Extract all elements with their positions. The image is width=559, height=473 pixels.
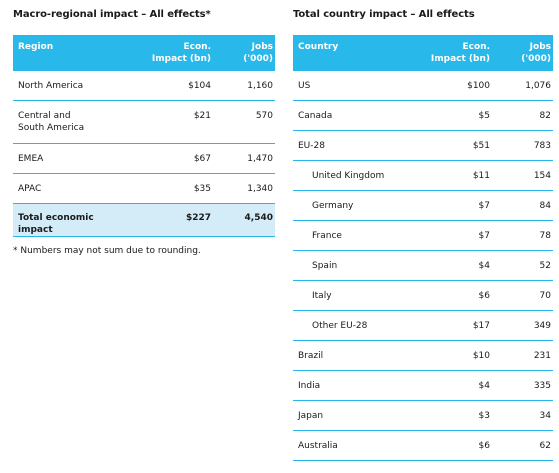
econ-impact-cell: $5 bbox=[408, 100, 494, 131]
table-row: EMEA $67 1,470 bbox=[13, 143, 275, 174]
econ-impact-cell: $21 bbox=[131, 100, 215, 144]
table-row: Spain $4 52 bbox=[293, 250, 553, 281]
macro-regional-title: Macro-regional impact – All effects* bbox=[13, 9, 211, 20]
jobs-cell: 349 bbox=[494, 310, 553, 341]
country-cell: Other EU-28 bbox=[293, 310, 408, 341]
total-econ-impact: $227 bbox=[131, 203, 215, 237]
econ-impact-cell: $7 bbox=[408, 190, 494, 221]
region-cell: APAC bbox=[13, 173, 131, 204]
jobs-cell: 1,160 bbox=[215, 71, 275, 101]
table-row: Brazil $10 231 bbox=[293, 340, 553, 371]
jobs-cell: 70 bbox=[494, 280, 553, 311]
column-header-econ-impact: Econ. Impact (bn) bbox=[408, 35, 494, 71]
jobs-cell: 82 bbox=[494, 100, 553, 131]
total-label: Total economic impact bbox=[13, 203, 131, 237]
country-cell: EU-28 bbox=[293, 130, 408, 161]
econ-impact-cell: $11 bbox=[408, 160, 494, 191]
table-row: Italy $6 70 bbox=[293, 280, 553, 311]
column-header-econ-impact: Econ. Impact (bn) bbox=[131, 35, 215, 71]
jobs-cell: 154 bbox=[494, 160, 553, 191]
econ-impact-cell: $10 bbox=[408, 340, 494, 371]
table-row: EU-28 $51 783 bbox=[293, 130, 553, 161]
column-header-jobs: Jobs ('000) bbox=[494, 35, 553, 71]
table-row: India $4 335 bbox=[293, 370, 553, 401]
econ-impact-cell: $3 bbox=[408, 400, 494, 431]
jobs-cell: 1,076 bbox=[494, 71, 553, 101]
country-cell: United Kingdom bbox=[293, 160, 408, 191]
macro-regional-table: Region Econ. Impact (bn) Jobs ('000) North… bbox=[13, 35, 275, 237]
table-row: North America $104 1,160 bbox=[13, 71, 275, 101]
table-header-row: Country Econ. Impact (bn) Jobs ('000) bbox=[293, 35, 553, 71]
jobs-cell: 52 bbox=[494, 250, 553, 281]
country-cell: Brazil bbox=[293, 340, 408, 371]
jobs-cell: 570 bbox=[215, 100, 275, 144]
column-header-country: Country bbox=[293, 35, 408, 71]
econ-impact-cell: $35 bbox=[131, 173, 215, 204]
econ-impact-cell: $51 bbox=[408, 130, 494, 161]
country-cell: Germany bbox=[293, 190, 408, 221]
table-row: Australia $6 62 bbox=[293, 430, 553, 461]
table-row: Central and South America $21 570 bbox=[13, 100, 275, 144]
jobs-cell: 1,470 bbox=[215, 143, 275, 174]
table-row: Germany $7 84 bbox=[293, 190, 553, 221]
econ-impact-cell: $4 bbox=[408, 370, 494, 401]
country-cell: US bbox=[293, 71, 408, 101]
country-cell: Japan bbox=[293, 400, 408, 431]
country-cell: Canada bbox=[293, 100, 408, 131]
econ-impact-cell: $104 bbox=[131, 71, 215, 101]
econ-impact-cell: $67 bbox=[131, 143, 215, 174]
econ-impact-cell: $7 bbox=[408, 220, 494, 251]
table-row: United Kingdom $11 154 bbox=[293, 160, 553, 191]
table-row: US $100 1,076 bbox=[293, 71, 553, 101]
econ-impact-cell: $4 bbox=[408, 250, 494, 281]
jobs-cell: 783 bbox=[494, 130, 553, 161]
jobs-cell: 84 bbox=[494, 190, 553, 221]
column-header-region: Region bbox=[13, 35, 131, 71]
jobs-cell: 34 bbox=[494, 400, 553, 431]
country-cell: Italy bbox=[293, 280, 408, 311]
econ-impact-cell: $6 bbox=[408, 430, 494, 461]
country-cell: Spain bbox=[293, 250, 408, 281]
jobs-cell: 231 bbox=[494, 340, 553, 371]
table-row: Other EU-28 $17 349 bbox=[293, 310, 553, 341]
total-jobs: 4,540 bbox=[215, 203, 275, 237]
country-cell: India bbox=[293, 370, 408, 401]
country-cell: France bbox=[293, 220, 408, 251]
rounding-footnote: * Numbers may not sum due to rounding. bbox=[13, 246, 201, 256]
table-header-row: Region Econ. Impact (bn) Jobs ('000) bbox=[13, 35, 275, 71]
jobs-cell: 62 bbox=[494, 430, 553, 461]
jobs-cell: 78 bbox=[494, 220, 553, 251]
econ-impact-cell: $100 bbox=[408, 71, 494, 101]
total-row: Total economic impact $227 4,540 bbox=[13, 203, 275, 237]
table-row: Japan $3 34 bbox=[293, 400, 553, 431]
column-header-jobs: Jobs ('000) bbox=[215, 35, 275, 71]
jobs-cell: 1,340 bbox=[215, 173, 275, 204]
region-cell: Central and South America bbox=[13, 100, 131, 144]
table-row: France $7 78 bbox=[293, 220, 553, 251]
region-cell: EMEA bbox=[13, 143, 131, 174]
jobs-cell: 335 bbox=[494, 370, 553, 401]
region-cell: North America bbox=[13, 71, 131, 101]
econ-impact-cell: $6 bbox=[408, 280, 494, 311]
econ-impact-cell: $17 bbox=[408, 310, 494, 341]
country-cell: Australia bbox=[293, 430, 408, 461]
table-row: Canada $5 82 bbox=[293, 100, 553, 131]
table-row: APAC $35 1,340 bbox=[13, 173, 275, 204]
country-impact-title: Total country impact – All effects bbox=[293, 9, 475, 20]
country-impact-table: Country Econ. Impact (bn) Jobs ('000) US $… bbox=[293, 35, 553, 461]
